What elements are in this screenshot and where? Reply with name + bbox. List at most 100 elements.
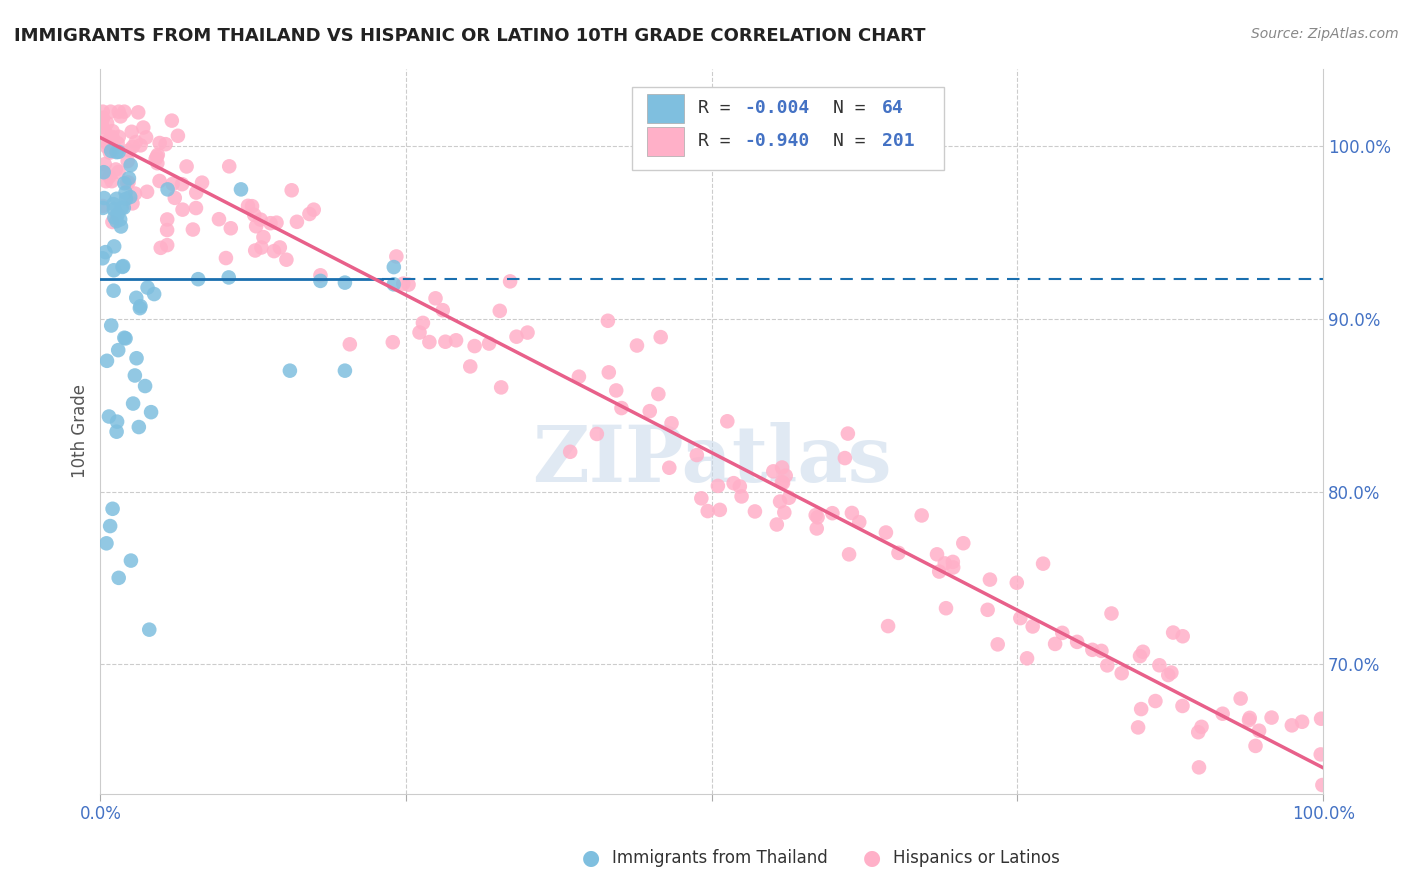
Point [385, 250, 408, 264]
Point [1171, 629, 1194, 643]
Point [111, 201, 134, 215]
Point [115, 192, 138, 206]
Point [775, 468, 797, 483]
Point [804, 508, 827, 523]
Point [176, 160, 198, 174]
Text: ●: ● [582, 848, 599, 868]
Point [650, 330, 672, 344]
Point [434, 334, 457, 349]
Point [155, 137, 177, 152]
Point [586, 426, 609, 441]
Point [432, 303, 454, 318]
Point [952, 536, 974, 550]
Point [98, 169, 121, 184]
Point [132, 120, 155, 135]
Point [93, 165, 115, 179]
Point [744, 504, 766, 518]
Point [107, 104, 129, 119]
Point [382, 260, 405, 274]
Point [925, 547, 948, 561]
Text: -0.004: -0.004 [745, 99, 810, 118]
Point [98, 409, 121, 424]
Point [103, 202, 125, 217]
Point [1144, 694, 1167, 708]
Point [1247, 723, 1270, 738]
Point [100, 144, 122, 158]
Point [105, 192, 128, 206]
Text: ZIPatlas: ZIPatlas [531, 422, 891, 498]
Point [120, 158, 142, 172]
Point [103, 211, 125, 225]
Point [658, 460, 681, 475]
Point [1191, 720, 1213, 734]
Text: 201: 201 [882, 132, 914, 150]
Text: N =: N = [832, 99, 876, 118]
Point [143, 287, 166, 301]
Point [716, 414, 738, 428]
Point [1309, 747, 1331, 762]
Point [1010, 611, 1032, 625]
Text: IMMIGRANTS FROM THAILAND VS HISPANIC OR LATINO 10TH GRADE CORRELATION CHART: IMMIGRANTS FROM THAILAND VS HISPANIC OR … [14, 27, 925, 45]
Point [146, 156, 169, 170]
Point [107, 129, 129, 144]
Point [444, 334, 467, 348]
Point [229, 182, 252, 196]
Point [114, 331, 136, 345]
Point [1239, 711, 1261, 725]
Point [638, 404, 661, 418]
Point [848, 515, 870, 529]
Point [762, 464, 785, 478]
Text: Immigrants from Thailand: Immigrants from Thailand [612, 849, 827, 867]
Point [91, 252, 114, 266]
Point [877, 619, 900, 633]
Point [110, 219, 132, 234]
Point [488, 303, 510, 318]
Point [135, 130, 157, 145]
Point [1066, 635, 1088, 649]
Point [339, 337, 361, 351]
Point [838, 547, 860, 561]
Point [499, 274, 522, 288]
Point [91, 120, 114, 135]
Point [302, 202, 325, 217]
Point [1212, 706, 1234, 721]
Point [146, 148, 169, 162]
Point [821, 506, 844, 520]
Point [1188, 760, 1211, 774]
Point [1043, 637, 1066, 651]
Point [392, 277, 415, 291]
Point [117, 154, 139, 169]
Point [381, 335, 404, 350]
Point [172, 202, 194, 217]
Point [505, 329, 527, 343]
Point [105, 415, 128, 429]
Point [1244, 739, 1267, 753]
Point [690, 491, 713, 506]
Point [568, 369, 591, 384]
Point [841, 506, 863, 520]
Point [837, 426, 859, 441]
Point [1052, 625, 1074, 640]
Point [263, 244, 285, 259]
Point [112, 331, 135, 345]
Bar [647, 94, 683, 123]
Point [834, 451, 856, 466]
Point [266, 216, 288, 230]
Point [103, 263, 125, 277]
Point [105, 145, 128, 160]
Point [1021, 619, 1043, 633]
Point [976, 603, 998, 617]
Point [120, 553, 142, 567]
Text: R =: R = [699, 132, 742, 150]
Point [309, 274, 332, 288]
Text: Source: ZipAtlas.com: Source: ZipAtlas.com [1251, 27, 1399, 41]
Point [91, 112, 114, 126]
Point [181, 222, 204, 236]
Point [412, 316, 434, 330]
Point [115, 176, 138, 190]
Point [806, 521, 828, 535]
Point [117, 176, 139, 190]
Point [728, 479, 751, 493]
Point [1130, 702, 1153, 716]
Point [298, 207, 321, 221]
